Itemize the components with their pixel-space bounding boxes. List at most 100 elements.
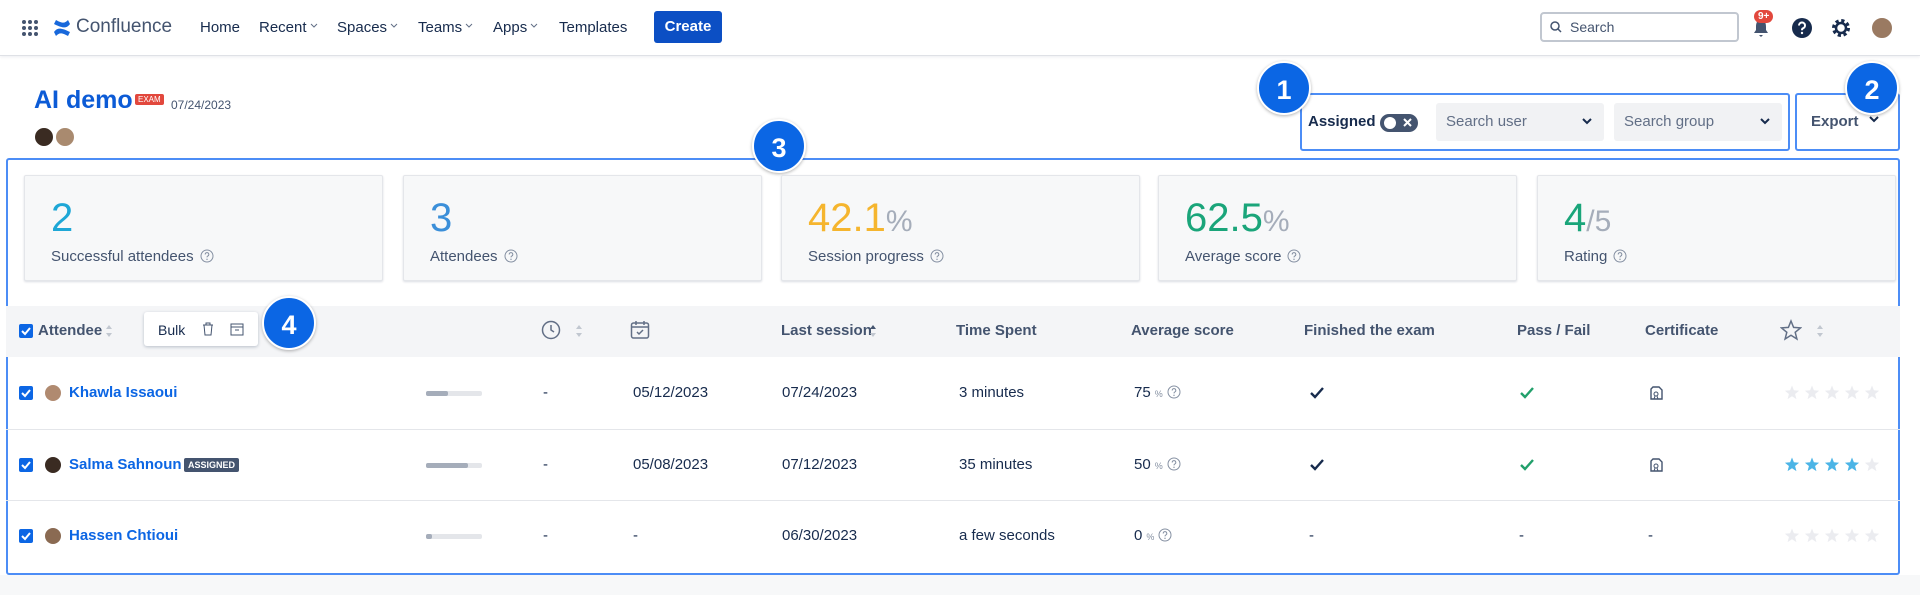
help-graphic: [1613, 249, 1627, 263]
nav-item[interactable]: Spaces: [337, 19, 398, 36]
time-spent: 35 minutes: [959, 456, 1033, 473]
row-separator: [6, 429, 1900, 430]
assigned-label: Assigned: [1308, 113, 1376, 130]
schedule-icon[interactable]: [230, 322, 244, 336]
nav-item[interactable]: Recent: [259, 19, 318, 36]
column-header[interactable]: Attendee: [38, 322, 103, 339]
row-checkbox: [19, 529, 33, 543]
row-checkbox-graphic: [21, 389, 31, 398]
pass-check: [1519, 457, 1535, 473]
certificate: -: [1648, 527, 1653, 544]
help-icon[interactable]: [1791, 17, 1813, 39]
clock-icon: [541, 320, 561, 340]
last-session: 07/12/2023: [782, 456, 858, 473]
brand[interactable]: Confluence: [76, 16, 173, 37]
chevron: [1868, 116, 1879, 123]
top-nav: Confluence Home Recent Spaces Teams Apps…: [0, 0, 1920, 56]
export-button[interactable]: Export: [1811, 113, 1879, 130]
rating-stars-graphic: [1784, 385, 1880, 400]
stat-unit: /5: [1586, 205, 1612, 238]
progress-bar: [426, 534, 432, 539]
notifications-icon[interactable]: [1752, 18, 1770, 38]
nav-item[interactable]: Teams: [418, 19, 473, 36]
score-value: 75: [1134, 384, 1151, 401]
attendee-avatar: [45, 528, 61, 544]
nav-item[interactable]: Templates: [559, 19, 627, 36]
finished-check: [1309, 385, 1325, 401]
finished-check-graphic: [1310, 459, 1324, 471]
stat-number: 62.5: [1185, 196, 1263, 240]
certificate-icon-graphic: [1650, 458, 1663, 472]
apps-icon[interactable]: [22, 20, 38, 36]
sort-icon[interactable]: [575, 324, 583, 338]
certificate-icon-graphic: [1650, 386, 1663, 400]
duration: -: [543, 456, 548, 473]
stat-label-text: Average score: [1185, 248, 1282, 265]
search-icon: [1550, 21, 1562, 33]
pass-check: [1519, 385, 1535, 401]
average-score: 75%: [1134, 384, 1181, 403]
duration: -: [543, 527, 548, 544]
help-icon: [504, 249, 518, 267]
time-spent: 3 minutes: [959, 384, 1025, 401]
stat-number: 2: [51, 196, 74, 240]
help-graphic: [504, 249, 518, 263]
callout: 1: [1257, 61, 1311, 115]
help-graphic: [930, 249, 944, 263]
stat-number: 42.1: [808, 196, 886, 240]
create-button[interactable]: Create: [654, 11, 722, 43]
score-unit: %: [1146, 532, 1155, 542]
check: [21, 327, 31, 336]
nav-item[interactable]: Home: [200, 19, 240, 36]
score-unit: %: [1154, 389, 1163, 399]
time-spent: a few seconds: [959, 527, 1055, 544]
user-avatar[interactable]: [1870, 16, 1894, 40]
search-box[interactable]: Search: [1540, 12, 1739, 42]
sort-icon[interactable]: [1816, 324, 1824, 338]
help-icon: [1167, 385, 1181, 403]
row-separator: [6, 500, 1900, 501]
nav-label: Teams: [418, 19, 463, 36]
attendee-name[interactable]: Hassen Chtioui: [69, 527, 179, 544]
sort-icon[interactable]: [105, 324, 113, 338]
bulk-button[interactable]: Bulk: [158, 322, 186, 338]
rating-stars: [1784, 528, 1884, 544]
settings-icon[interactable]: [1830, 17, 1852, 39]
certificate-icon: [1648, 457, 1664, 473]
stat-label: Attendees: [430, 248, 518, 267]
nav-label: Home: [200, 19, 241, 36]
progress-track: [426, 391, 482, 396]
chevron: [530, 23, 538, 28]
select-all-checkbox[interactable]: [19, 324, 33, 338]
delete-icon[interactable]: [202, 322, 214, 336]
column-header: Average score: [1131, 322, 1234, 339]
pass-check-graphic: [1520, 387, 1534, 399]
average-score: 50%: [1134, 456, 1181, 475]
attendee-avatar: [45, 457, 61, 473]
search-user-select[interactable]: Search user: [1436, 103, 1604, 141]
attendee-name[interactable]: Salma Sahnoun: [69, 456, 182, 473]
attendee-name[interactable]: Khawla Issaoui: [69, 384, 178, 401]
stat-unit: %: [885, 205, 913, 238]
chevron: [465, 23, 473, 28]
nav-item[interactable]: Apps: [493, 19, 538, 36]
page-title: AI demo: [34, 86, 133, 114]
bulk-toolbar: Bulk: [144, 312, 258, 346]
sort-icon[interactable]: [869, 324, 877, 338]
last-session: 07/24/2023: [782, 384, 858, 401]
column-header: Pass / Fail: [1517, 322, 1591, 339]
rating-stars-graphic: [1784, 528, 1880, 543]
help-icon: [1158, 528, 1172, 546]
finished-check: [1309, 457, 1325, 473]
chevron: [1582, 118, 1592, 125]
stat-value: 2: [51, 196, 73, 241]
column-header[interactable]: Last session: [781, 322, 872, 339]
stat-value: 42.1%: [808, 196, 913, 241]
stat-card: 4/5 Rating: [1537, 175, 1896, 281]
search-group-select[interactable]: Search group: [1614, 103, 1782, 141]
column-header: Time Spent: [956, 322, 1037, 339]
assigned-toggle[interactable]: [1379, 113, 1419, 133]
start-date: 05/12/2023: [633, 384, 709, 401]
logo: [54, 20, 70, 36]
